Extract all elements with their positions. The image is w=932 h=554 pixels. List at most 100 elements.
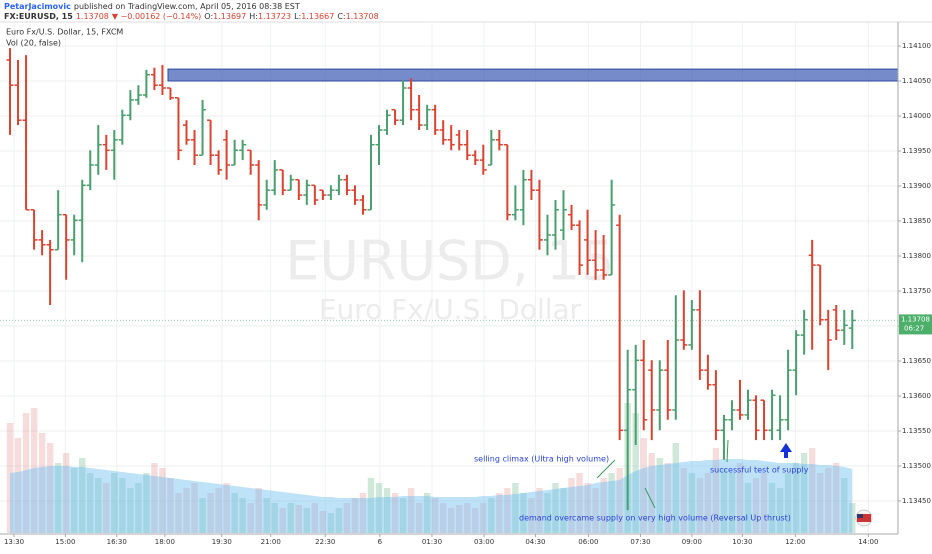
volume-bar — [70, 468, 78, 533]
volume-bar — [423, 493, 431, 533]
volume-bar — [327, 513, 335, 533]
volume-bar — [62, 453, 70, 533]
y-tick-label: 1.13450 — [902, 497, 931, 505]
last: 1.13708 — [76, 12, 109, 21]
volume-bar — [391, 493, 399, 533]
y-tick-label: 1.14000 — [902, 112, 931, 120]
volume-bar — [568, 478, 575, 533]
volume-bar — [311, 503, 319, 533]
volume-bar — [480, 503, 487, 533]
watermark-name: Euro Fx/U.S. Dollar — [319, 293, 582, 326]
volume-bar — [279, 508, 286, 533]
volume-bar — [431, 498, 439, 533]
volume-bar — [103, 483, 110, 533]
volume-bar — [22, 413, 30, 533]
volume-bar — [768, 483, 776, 533]
countdown: 06:27 — [904, 324, 924, 332]
y-tick-label: 1.13900 — [902, 182, 931, 190]
volume-bar — [199, 498, 206, 533]
x-tick-label: 21:00 — [261, 538, 281, 546]
volume-bar — [375, 483, 383, 533]
volume-bar — [528, 498, 535, 533]
volume-bar — [784, 473, 792, 533]
header-line: PetarJacimovic published on TradingView.c… — [4, 2, 300, 11]
volume-bar — [816, 473, 824, 533]
volume-bar — [127, 488, 134, 533]
symbol: FX:EURUSD, 15 — [4, 12, 73, 21]
volume-bar — [38, 433, 46, 533]
volume-bar — [800, 453, 808, 533]
volume-bar — [600, 478, 607, 533]
volume-bar — [287, 503, 294, 533]
volume-bar — [696, 478, 704, 533]
price-tag-label: 1.13708 — [901, 315, 930, 323]
volume-bar — [608, 473, 615, 533]
y-tick-label: 1.13950 — [902, 147, 931, 155]
volume-bar — [825, 468, 832, 533]
volume-bar — [383, 488, 391, 533]
volume-bar — [849, 503, 856, 533]
volume-bar — [175, 493, 182, 533]
volume-bar — [167, 478, 174, 533]
y-tick-label: 1.13800 — [902, 252, 931, 260]
x-tick-label: 18:00 — [155, 538, 175, 546]
x-tick-label: 07:30 — [630, 538, 650, 546]
annotation-pointer — [644, 487, 656, 509]
legend-instrument: Euro Fx/U.S. Dollar, 15, FXCM — [6, 28, 123, 37]
x-tick-label: 19:30 — [212, 538, 232, 546]
volume-bar — [576, 473, 583, 533]
volume-bar — [656, 458, 663, 533]
volume-bar — [704, 473, 712, 533]
volume-bar — [640, 438, 647, 533]
volume-bar — [736, 463, 744, 533]
volume-bar — [207, 493, 214, 533]
annotation: selling climax (Ultra high volume) — [474, 455, 609, 464]
volume-bar — [183, 488, 190, 533]
x-tick-label: 22:30 — [315, 538, 335, 546]
volume-bar — [95, 478, 102, 533]
annotation-pointer — [726, 439, 729, 463]
volume-bar — [255, 488, 262, 533]
volume-bar — [664, 463, 671, 533]
volume-bar — [319, 511, 327, 533]
x-tick-label: 13:30 — [4, 538, 24, 546]
x-tick-label: 06:00 — [578, 538, 598, 546]
y-tick-label: 1.13600 — [902, 392, 931, 400]
x-tick-label: 6 — [378, 538, 383, 546]
x-tick-label: 14:00 — [858, 538, 878, 546]
volume-bar — [808, 448, 816, 533]
annotation: successful test of supply — [710, 466, 809, 475]
volume-bar — [343, 503, 351, 533]
volume-bar — [592, 488, 599, 533]
volume-ma-area — [10, 459, 853, 533]
y-tick-label: 1.13650 — [902, 357, 931, 365]
y-tick-label: 1.13500 — [902, 462, 931, 470]
volume-bar — [231, 493, 238, 533]
volume-bar — [335, 508, 343, 533]
published: published on TradingView.com, April 05, … — [74, 2, 300, 11]
volume-bar — [552, 483, 559, 533]
volume-bar — [720, 468, 728, 533]
volume-bar — [464, 503, 471, 533]
volume-bar — [263, 498, 270, 533]
volume-bar — [672, 443, 680, 533]
x-tick-label: 04:30 — [525, 538, 545, 546]
volume-bar — [448, 508, 455, 533]
y-tick-label: 1.14100 — [902, 42, 931, 50]
volume-bar — [616, 468, 623, 533]
author[interactable]: PetarJacimovic — [4, 2, 71, 11]
volume-bar — [191, 483, 198, 533]
overlay: selling climax (Ultra high volume) demand… — [6, 48, 856, 523]
plot — [0, 22, 899, 534]
price-tag — [899, 314, 932, 335]
x-tick-label: 12:00 — [785, 538, 805, 546]
volume-bar — [744, 483, 752, 533]
c-value: 1.13708 — [346, 12, 379, 21]
annotation: demand overcame supply on very high volu… — [519, 514, 791, 523]
y-tick-label: 1.14050 — [902, 77, 931, 85]
volume-bar — [351, 498, 359, 533]
symbol-line: FX:EURUSD, 15 1.13708 ▼ −0.00162 (−0.14%) O… — [4, 12, 379, 21]
volume-bar — [54, 463, 62, 533]
